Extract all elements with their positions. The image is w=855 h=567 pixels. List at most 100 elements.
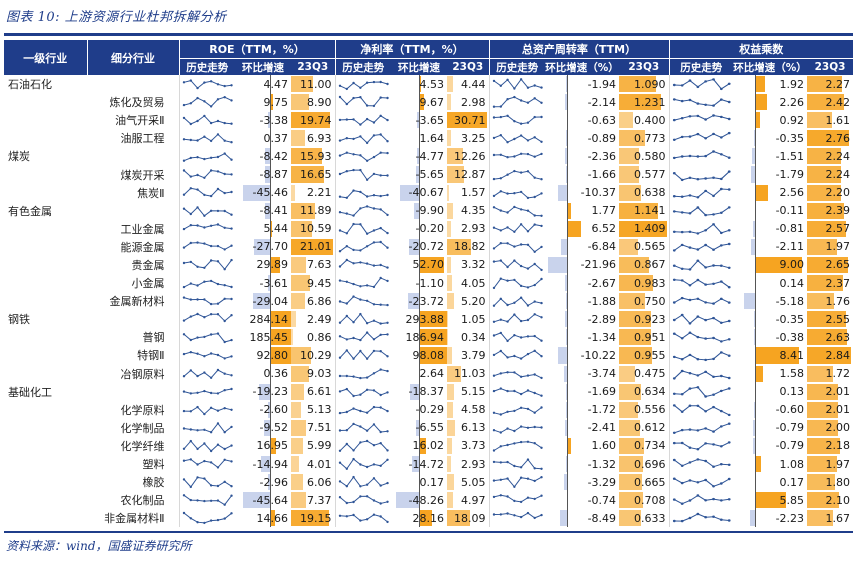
roe-23q3-cell: 11.89 — [291, 202, 335, 220]
em-qoq-bar — [750, 510, 756, 527]
net-23q3-bar — [447, 256, 452, 274]
roe-23q3-value: 7.63 — [307, 258, 332, 272]
net-23q3-value: 6.13 — [461, 421, 486, 435]
em-23q3-bar — [807, 311, 847, 328]
ato-23q3-cell: 0.773 — [619, 129, 669, 147]
zero-axis — [755, 147, 757, 166]
zero-axis — [419, 473, 420, 492]
net-qoq-bar — [412, 455, 419, 473]
zero-axis — [755, 454, 757, 474]
em-qoq-value: -0.38 — [775, 330, 805, 344]
net-qoq-value: -18.37 — [408, 385, 444, 399]
net-qoq-value: -48.26 — [408, 493, 444, 507]
roe-trend-sparkline — [178, 418, 235, 437]
ato-qoq-cell: 1.77 — [545, 201, 619, 220]
ato-trend-sparkline — [488, 382, 546, 401]
ato-23q3-cell: 0.556 — [619, 401, 669, 419]
roe-trend-sparkline — [178, 509, 235, 528]
ato-23q3-cell: 1.231 — [619, 93, 669, 111]
zero-axis — [419, 129, 420, 148]
net-trend-sparkline — [334, 129, 391, 148]
ato-23q3-bar — [619, 401, 638, 418]
roe-23q3-value: 9.03 — [307, 367, 332, 381]
net-23q3-bar — [447, 148, 463, 165]
roe-trend-sparkline — [178, 491, 235, 510]
net-23q3-cell: 11.03 — [447, 365, 489, 383]
roe-qoq-cell: -8.42 — [235, 147, 291, 166]
zero-axis — [269, 147, 271, 166]
roe-qoq-cell: 4.47 — [235, 75, 291, 94]
ato-23q3-value: 1.409 — [634, 222, 666, 236]
em-qoq-bar — [751, 148, 756, 165]
net-qoq-cell: -6.55 — [391, 418, 447, 437]
ato-trend-sparkline — [488, 328, 546, 347]
roe-qoq-value: -45.46 — [252, 186, 288, 200]
em-23q3-value: 2.37 — [825, 276, 851, 290]
em-trend-sparkline — [668, 111, 734, 130]
net-qoq-value: -20.72 — [408, 240, 444, 254]
sub-industry-cell: 炼化及贸易 — [109, 96, 165, 110]
net-23q3-bar — [447, 365, 462, 382]
roe-23q3-value: 10.59 — [300, 222, 332, 236]
ato-qoq-bar — [558, 347, 568, 364]
industry-cell — [4, 111, 87, 129]
zero-axis — [567, 147, 569, 166]
net-qoq-bar — [419, 347, 447, 364]
zero-axis — [567, 328, 569, 347]
em-23q3-value: 2.18 — [825, 439, 851, 453]
sub-trend: 历史走势 — [668, 58, 734, 75]
em-23q3-cell: 2.01 — [807, 401, 853, 419]
ato-qoq-bar — [565, 383, 568, 400]
roe-23q3-cell: 19.74 — [291, 111, 335, 129]
roe-23q3-bar — [291, 383, 305, 400]
net-23q3-value: 2.98 — [461, 95, 486, 109]
zero-axis — [419, 346, 420, 365]
roe-qoq-bar — [264, 202, 270, 219]
zero-axis — [755, 509, 757, 528]
net-23q3-value: 2.93 — [461, 222, 486, 236]
ato-qoq-bar — [561, 238, 568, 255]
net-qoq-value: 2.64 — [419, 367, 445, 381]
em-23q3-bar — [807, 112, 832, 129]
table-row: 小金属 -3.61 9.45 -1.10 4.05 -2.67 0.983 0.14 2.37 — [4, 274, 853, 293]
ato-trend-sparkline — [488, 93, 546, 112]
table-row: 能源金属 -27.70 21.01 -20.72 18.82 -6.84 0.565 -2.1… — [4, 237, 853, 256]
zero-axis — [269, 509, 271, 528]
roe-23q3-cell: 2.49 — [291, 310, 335, 328]
roe-qoq-bar — [269, 94, 274, 111]
header-industry: 一级行业 — [4, 40, 87, 75]
table-row: 油服工程 0.37 6.93 1.64 3.25 -0.89 0.773 -0.35 2.76 — [4, 129, 853, 148]
roe-23q3-bar — [291, 347, 312, 364]
industry-cell — [4, 129, 87, 147]
em-qoq-bar — [755, 76, 766, 93]
roe-23q3-value: 21.01 — [300, 240, 332, 254]
net-23q3-bar — [447, 311, 449, 328]
em-23q3-cell: 2.24 — [807, 165, 853, 183]
em-qoq-bar — [754, 130, 756, 147]
ato-qoq-cell: -2.89 — [545, 310, 619, 329]
roe-23q3-bar — [291, 401, 302, 418]
roe-trend-sparkline — [178, 454, 235, 474]
net-qoq-value: 9.67 — [419, 95, 445, 109]
ato-qoq-bar — [566, 112, 568, 129]
ato-trend-sparkline — [488, 473, 546, 492]
net-23q3-cell: 30.71 — [447, 111, 489, 129]
roe-qoq-value: 185.45 — [249, 330, 289, 344]
net-23q3-bar — [447, 347, 452, 364]
zero-axis — [269, 183, 271, 202]
em-qoq-cell: -2.23 — [733, 509, 807, 528]
roe-qoq-cell: -2.96 — [235, 473, 291, 492]
zero-axis — [567, 436, 569, 455]
net-23q3-bar — [447, 455, 451, 473]
ato-23q3-bar — [619, 148, 639, 165]
em-23q3-bar — [807, 256, 848, 274]
net-trend-sparkline — [334, 237, 391, 256]
em-qoq-cell: -1.51 — [733, 147, 807, 166]
zero-axis — [567, 346, 569, 365]
em-qoq-cell: -2.11 — [733, 237, 807, 256]
ato-23q3-bar — [619, 275, 653, 292]
roe-23q3-value: 4.01 — [307, 457, 332, 471]
roe-23q3-value: 6.61 — [307, 385, 332, 399]
zero-axis — [269, 382, 271, 401]
table-row: 工业金属 5.44 10.59 -0.20 2.93 6.52 1.409 -0.81 2.57 — [4, 219, 853, 238]
